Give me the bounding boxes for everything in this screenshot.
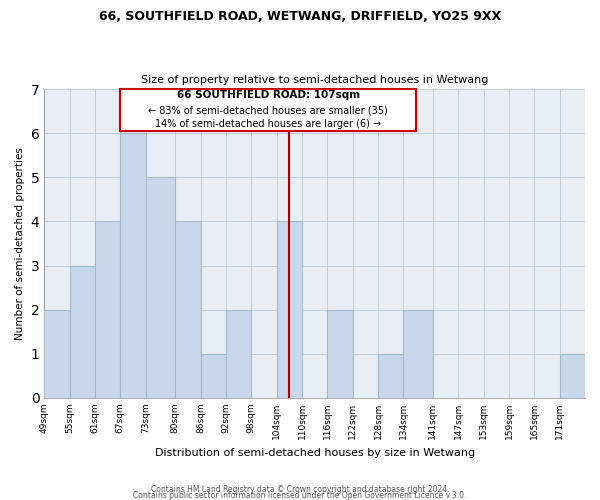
FancyBboxPatch shape	[121, 89, 416, 131]
Bar	[44, 310, 70, 398]
Text: Contains HM Land Registry data © Crown copyright and database right 2024.: Contains HM Land Registry data © Crown c…	[151, 484, 449, 494]
Bar	[277, 222, 302, 398]
Text: Contains public sector information licensed under the Open Government Licence v.: Contains public sector information licen…	[133, 490, 467, 500]
Text: 14% of semi-detached houses are larger (6) →: 14% of semi-detached houses are larger (…	[155, 119, 381, 129]
Bar	[175, 222, 200, 398]
Y-axis label: Number of semi-detached properties: Number of semi-detached properties	[15, 147, 25, 340]
Bar	[95, 222, 121, 398]
Text: 66, SOUTHFIELD ROAD, WETWANG, DRIFFIELD, YO25 9XX: 66, SOUTHFIELD ROAD, WETWANG, DRIFFIELD,…	[99, 10, 501, 23]
Text: ← 83% of semi-detached houses are smaller (35): ← 83% of semi-detached houses are smalle…	[148, 105, 388, 115]
X-axis label: Distribution of semi-detached houses by size in Wetwang: Distribution of semi-detached houses by …	[155, 448, 475, 458]
Bar	[146, 178, 175, 398]
Title: Size of property relative to semi-detached houses in Wetwang: Size of property relative to semi-detach…	[141, 76, 488, 86]
Bar	[560, 354, 585, 398]
Bar	[328, 310, 353, 398]
Text: 66 SOUTHFIELD ROAD: 107sqm: 66 SOUTHFIELD ROAD: 107sqm	[176, 90, 360, 101]
Bar	[200, 354, 226, 398]
Bar	[378, 354, 403, 398]
Bar	[226, 310, 251, 398]
Bar	[121, 133, 146, 398]
Bar	[403, 310, 433, 398]
Bar	[70, 266, 95, 398]
